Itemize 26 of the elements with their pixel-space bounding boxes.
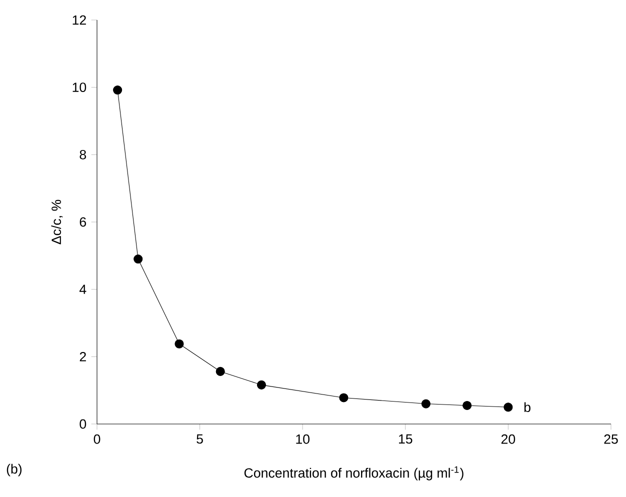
point (256, 380, 266, 390)
y-tick-label: 8 (80, 150, 86, 160)
y-tick-label: 6 (80, 217, 86, 227)
y-tick-label: 0 (80, 419, 86, 429)
text: (b) (6, 464, 22, 476)
point (462, 400, 472, 410)
y-axis-title: Δc/c, % (51, 200, 63, 244)
point (421, 399, 430, 408)
y-tick-label: 2 (80, 352, 86, 362)
x-tick-label: 10 (296, 434, 310, 444)
y-tick-label: 12 (72, 15, 86, 25)
point (339, 393, 348, 402)
y-tick-label: 4 (80, 284, 86, 294)
annotation: b (524, 402, 530, 412)
point (113, 85, 122, 95)
x-tick-label: 5 (196, 434, 203, 444)
point (216, 366, 225, 376)
y-tick-label: 10 (72, 82, 86, 92)
point (174, 339, 184, 348)
x-tick-label: 25 (604, 434, 618, 444)
x-tick-label: 20 (501, 434, 516, 444)
point (134, 254, 143, 264)
x-tick-label: 0 (94, 434, 100, 444)
x-tick-label: 15 (399, 434, 412, 444)
x-axis-title: Concentration of norfloxacin (µg ml$^{-1}$) (244, 466, 464, 480)
point (504, 402, 513, 412)
